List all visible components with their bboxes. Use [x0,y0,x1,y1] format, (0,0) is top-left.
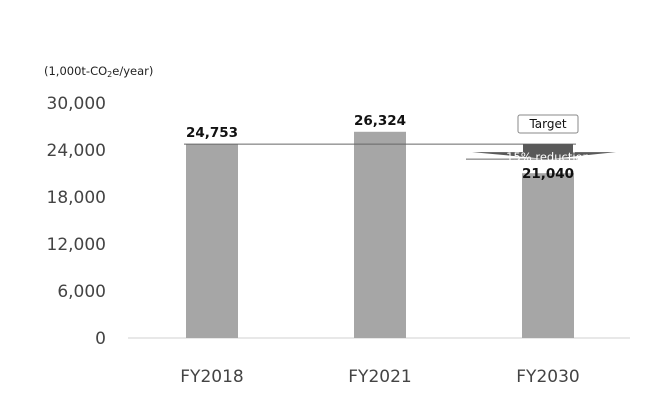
target-box [517,114,579,134]
y-tick-label: 6,000 [57,282,106,302]
x-tick-label: FY2021 [348,367,411,387]
bar-fy2021 [354,131,406,338]
y-tick-label: 30,000 [47,94,106,114]
y-tick-label: 24,000 [47,141,106,161]
x-tick-label: FY2018 [180,367,243,387]
data-label: 21,040 [522,166,574,182]
data-label: 26,324 [354,113,406,129]
reduction-arrow [472,144,616,160]
y-tick-label: 18,000 [47,188,106,208]
y-tick-label: 12,000 [47,235,106,255]
x-tick-label: FY2030 [516,367,579,387]
bar-fy2018 [186,144,238,338]
unit-label: (1,000t-CO2e/year) [44,64,154,79]
y-tick-label: 0 [95,329,106,349]
target-label: Target [528,117,566,131]
bar-fy2030 [522,173,574,338]
data-label: 24,753 [186,125,238,141]
reduction-label: 15% reduction [506,150,590,164]
